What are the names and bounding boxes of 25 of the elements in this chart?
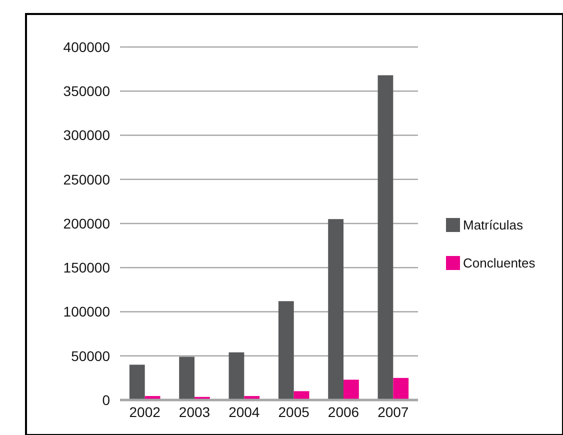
x-tick-label: 2007	[378, 404, 409, 420]
bar	[179, 356, 194, 400]
y-tick-label: 350000	[63, 83, 110, 100]
bar	[378, 75, 394, 400]
bar	[228, 352, 244, 400]
y-tick-label: 0	[102, 392, 110, 408]
bar	[129, 364, 145, 400]
legend-label: Matrículas	[463, 218, 524, 233]
x-tick-label: 2006	[328, 404, 360, 420]
x-tick-label: 2003	[178, 404, 210, 420]
bar	[344, 380, 359, 400]
y-tick-label: 300000	[63, 127, 110, 144]
bar	[393, 378, 409, 400]
bar	[278, 301, 294, 400]
legend-label: Concluentes	[463, 256, 536, 271]
x-tick-label: 2004	[228, 404, 260, 420]
bar	[328, 219, 344, 400]
y-tick-label: 50000	[71, 348, 110, 364]
y-tick-label: 200000	[63, 215, 110, 232]
x-tick-label: 2005	[278, 404, 310, 420]
y-tick-label: 400000	[63, 38, 110, 55]
y-tick-label: 100000	[63, 304, 110, 320]
y-tick-label: 150000	[63, 260, 110, 276]
x-tick-label: 2002	[129, 404, 161, 420]
y-tick-label: 250000	[63, 171, 110, 188]
